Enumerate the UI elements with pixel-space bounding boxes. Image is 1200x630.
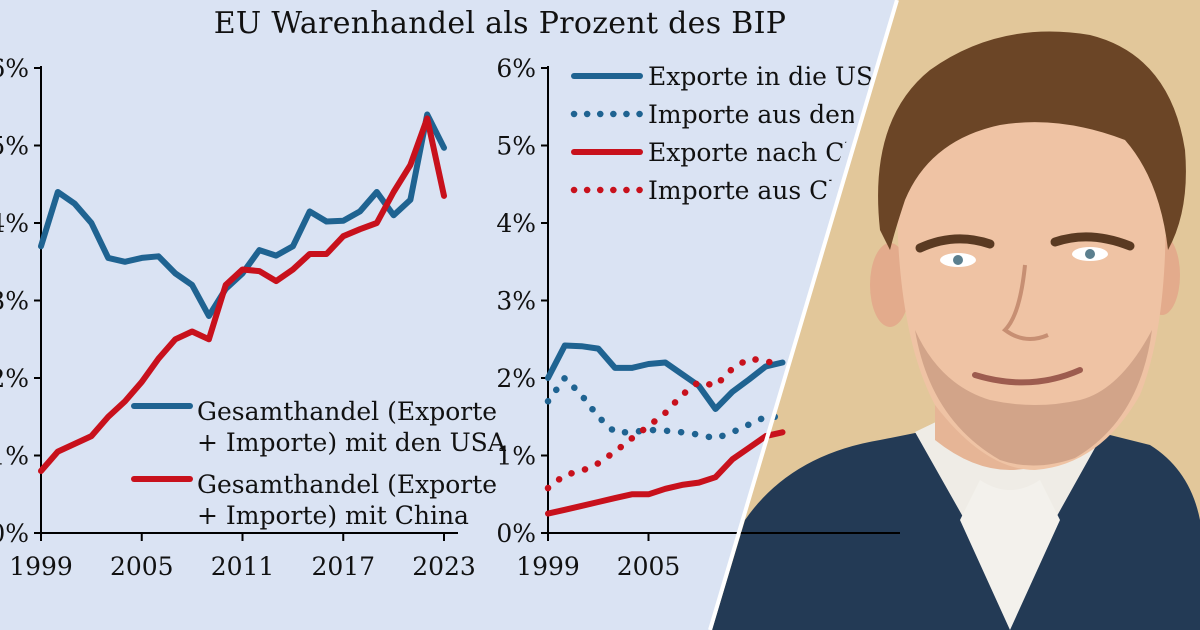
legend-label: Gesamthandel (Exporte: [197, 470, 497, 499]
y-tick-label: 4%: [0, 209, 29, 238]
y-tick-label: 3%: [496, 287, 536, 316]
beard: [915, 330, 1152, 466]
series-line-importe-aus-china: [544, 355, 786, 492]
total-trade-legend: Gesamthandel (Exporte+ Importe) mit den …: [131, 397, 507, 530]
series-line-exporte-nach-china: [545, 429, 786, 517]
x-tick-label: 1999: [516, 552, 580, 581]
legend-label: + Importe) mit den USA: [197, 428, 507, 457]
iris-left: [953, 255, 963, 265]
x-tick-label: 2005: [110, 552, 174, 581]
legend-label: Importe aus China: [648, 176, 883, 205]
y-tick-label: 6%: [0, 54, 29, 83]
face: [896, 115, 1166, 470]
panel-divider: [708, 0, 899, 630]
series-line-gesamthandel-exporte-importe-mit-china: [38, 115, 447, 474]
series-group: [544, 342, 786, 517]
eyebrow-right: [1050, 232, 1135, 251]
y-tick-label: 2%: [0, 364, 29, 393]
y-tick-label: 1%: [496, 442, 536, 471]
legend-label: Exporte in die USA: [648, 62, 892, 91]
total-trade-chart: 0% 1% 2% 3% 4% 5% 6% 1999 2005 2011 2017 2023: [0, 54, 476, 581]
legend-label: + Importe) mit China: [197, 501, 469, 530]
portrait-icon: [700, 0, 1200, 630]
series-line-exporte-in-die-usa: [545, 342, 786, 412]
x-tick-label: 2023: [412, 552, 476, 581]
y-tick-label: 1%: [0, 442, 29, 471]
hair: [878, 31, 1186, 251]
series-line-importe-aus-den-usa: [544, 374, 786, 442]
series-group: [38, 111, 447, 474]
eyebrow-left: [915, 234, 995, 253]
legend-label: Importe aus den USA: [648, 100, 921, 129]
shirt-front: [960, 480, 1060, 630]
y-tick-label: 5%: [0, 132, 29, 161]
y-tick-label: 3%: [0, 287, 29, 316]
y-tick-label: 2%: [496, 364, 536, 393]
x-tick-label: 2005: [617, 552, 681, 581]
x-tick-label: 1999: [9, 552, 73, 581]
x-tick-label: 2011: [211, 552, 275, 581]
x-tick-label: 2017: [311, 552, 375, 581]
y-tick-label: 0%: [0, 519, 29, 548]
y-tick-label: 5%: [496, 132, 536, 161]
legend-label: Exporte nach China: [648, 138, 900, 167]
y-tick-label: 6%: [496, 54, 536, 83]
y-tick-label: 4%: [496, 209, 536, 238]
chart-title: EU Warenhandel als Prozent des BIP: [213, 6, 787, 41]
chart-panel-background: [0, 0, 897, 630]
nose: [1001, 264, 1049, 341]
mouth: [972, 367, 1083, 386]
exports-imports-chart: 0% 1% 2% 3% 4% 5% 6% 1999 2005: [496, 54, 900, 581]
legend-label: Gesamthandel (Exporte: [197, 397, 497, 426]
y-tick-label: 0%: [496, 519, 536, 548]
suit-jacket: [712, 430, 1200, 630]
iris-right: [1085, 249, 1095, 259]
